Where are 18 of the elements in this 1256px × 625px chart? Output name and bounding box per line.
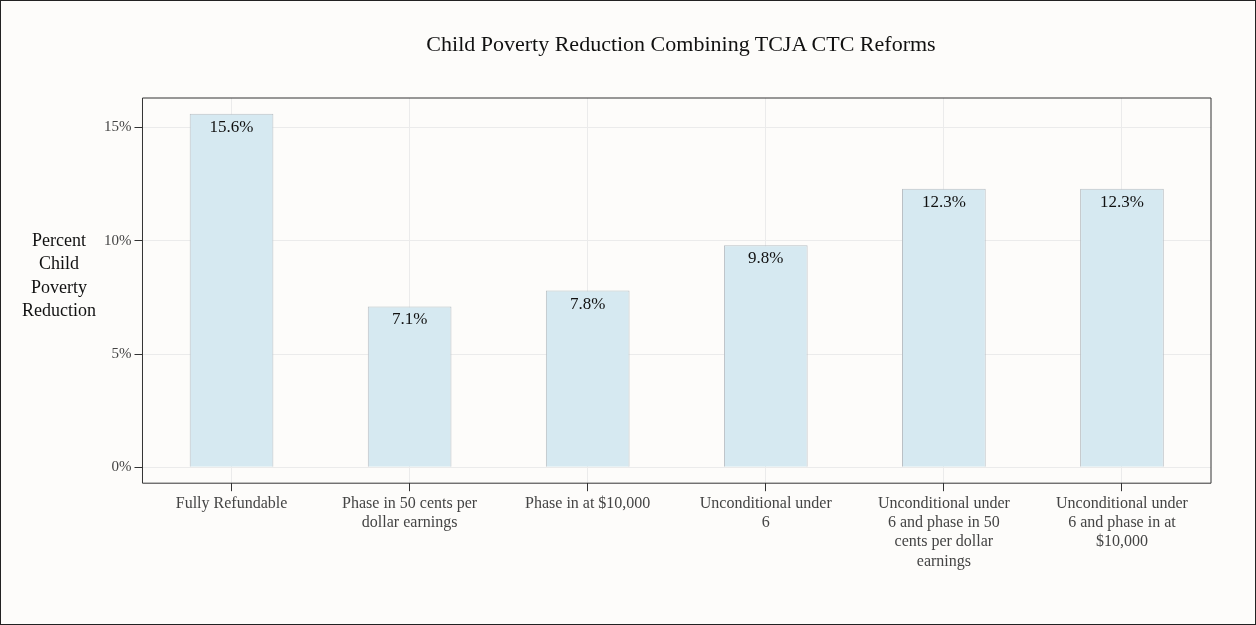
y-tick-label: 5% xyxy=(111,344,132,361)
data-label: 12.3% xyxy=(1100,191,1144,211)
x-tick-label: Unconditional under 6 xyxy=(699,494,833,531)
data-label: 7.1% xyxy=(391,309,428,329)
data-label: 7.8% xyxy=(569,293,606,313)
data-label: 12.3% xyxy=(921,191,966,211)
x-tick-label: Unconditional under 6 and phase in 50 cents per dollar earnings xyxy=(877,494,1011,570)
y-axis-title: Percent Child Poverty Reduction xyxy=(22,230,96,321)
x-tick-label: Phase in at $10,000 xyxy=(525,494,651,511)
chart-title: Child Poverty Reduction Combining TCJA CTC Reforms xyxy=(425,31,937,57)
y-tick-label: 10% xyxy=(104,231,132,248)
data-label: 9.8% xyxy=(748,248,784,268)
data-label: 15.6% xyxy=(209,116,254,136)
x-tick-label: Phase in 50 cents per dollar earnings xyxy=(342,494,478,532)
y-tick-label: 15% xyxy=(104,118,132,135)
x-tick-label: Unconditional under 6 and phase in at $10,000 xyxy=(1055,494,1189,550)
x-tick-label: Fully Refundable xyxy=(175,494,288,512)
y-tick-label: 0% xyxy=(111,458,132,475)
